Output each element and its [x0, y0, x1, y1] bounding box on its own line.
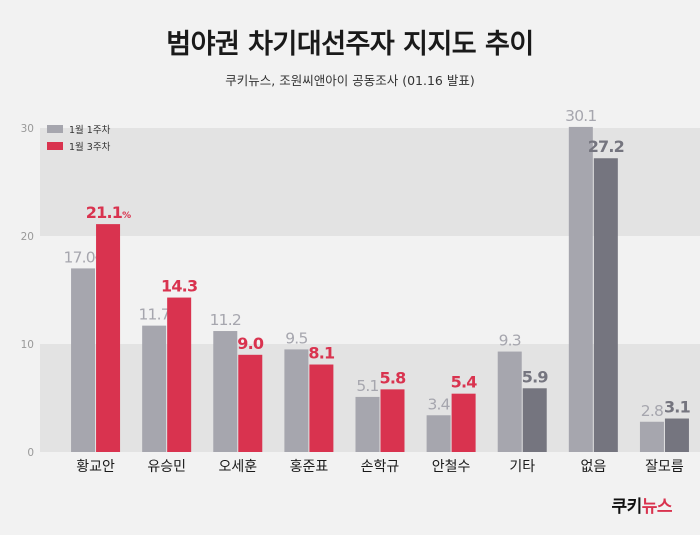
x-category-label: 손학규: [361, 459, 400, 475]
x-category-label: 기타: [509, 459, 535, 475]
y-tick-label: 20: [21, 231, 34, 243]
legend-swatch: [47, 125, 63, 133]
bar: [142, 325, 167, 452]
data-label: 5.1: [356, 377, 378, 395]
legend-swatch: [47, 142, 63, 150]
data-label: 3.1: [664, 398, 691, 417]
data-label: 5.8: [380, 368, 407, 387]
x-category-label: 안철수: [432, 459, 471, 475]
bar: [664, 418, 689, 452]
data-label: 21.1%: [86, 203, 131, 222]
logo-text-part2: 뉴스: [641, 497, 673, 517]
x-category-label: 잘모름: [645, 459, 684, 475]
x-category-label: 황교안: [76, 459, 115, 475]
data-label: 2.8: [641, 402, 663, 420]
y-tick-label: 30: [21, 123, 34, 135]
bar: [497, 351, 522, 452]
brand-logo: 쿠키뉴스: [611, 492, 672, 517]
bar: [568, 126, 593, 453]
bar: [639, 421, 664, 452]
data-label: 5.9: [522, 367, 549, 386]
bar: [309, 364, 334, 452]
x-category-label: 오세훈: [218, 459, 257, 475]
data-label: 5.4: [451, 373, 478, 392]
chart-subtitle: 쿠키뉴스, 조원씨앤아이 공동조사 (01.16 발표): [225, 73, 475, 88]
bar: [96, 224, 121, 452]
data-label: 9.5: [285, 329, 307, 347]
data-label: 14.3: [161, 277, 197, 296]
bar: [355, 396, 380, 452]
bar: [593, 158, 618, 453]
percent-suffix: %: [122, 211, 131, 221]
chart-title: 범야권 차기대선주자 지지도 추이: [166, 29, 534, 60]
bar: [213, 331, 238, 452]
bar: [451, 393, 476, 452]
logo-text-part1: 쿠키: [611, 497, 642, 517]
bar: [238, 354, 263, 452]
x-category-label: 홍준표: [290, 459, 329, 475]
data-label: 3.4: [427, 395, 449, 413]
bar: [426, 415, 451, 452]
data-label: 11.7: [139, 306, 170, 324]
data-label: 11.2: [210, 311, 241, 329]
bar: [380, 389, 405, 452]
bar: [284, 349, 309, 452]
data-label: 30.1: [565, 107, 596, 125]
bar: [71, 268, 96, 452]
bar: [167, 297, 192, 452]
y-tick-label: 0: [27, 447, 34, 459]
data-label: 9.0: [237, 334, 264, 353]
y-tick-label: 10: [21, 339, 34, 351]
x-category-label: 유승민: [147, 459, 186, 475]
bar: [522, 388, 547, 452]
legend-label: 1월 3주차: [69, 141, 111, 153]
legend-label: 1월 1주차: [69, 124, 111, 136]
data-label: 9.3: [499, 332, 521, 350]
data-label: 27.2: [588, 137, 624, 156]
data-label: 8.1: [308, 344, 335, 363]
x-category-label: 없음: [580, 459, 606, 475]
